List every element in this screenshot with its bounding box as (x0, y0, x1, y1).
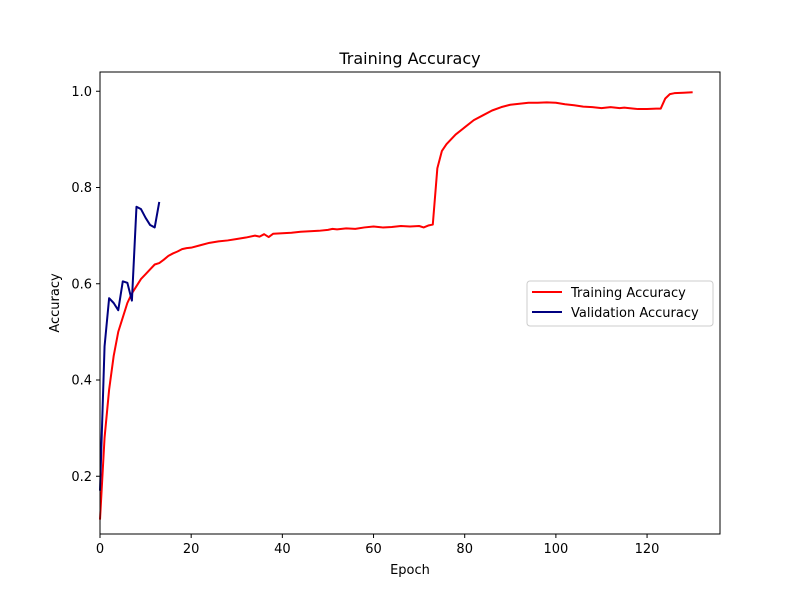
legend-label-training: Training Accuracy (570, 286, 686, 301)
x-tick-label: 120 (635, 542, 660, 557)
legend: Training Accuracy Validation Accuracy (526, 280, 714, 327)
y-tick-label: 0.8 (71, 181, 92, 196)
y-tick-label: 0.6 (71, 277, 92, 292)
y-tick-label: 1.0 (71, 85, 92, 100)
x-tick-label: 40 (274, 542, 291, 557)
series-line-validation-accuracy (99, 201, 161, 491)
x-tick-label: 60 (365, 542, 382, 557)
y-axis-label: Accuracy (48, 273, 63, 333)
x-tick-label: 100 (543, 542, 568, 557)
x-tick-label: 0 (96, 542, 104, 557)
series-line-training-accuracy (99, 91, 693, 520)
axis-ticks: 0 20 40 60 80 100 120 0.2 0.4 0.6 0.8 1.0 (71, 85, 659, 557)
legend-box (526, 280, 714, 327)
y-tick-label: 0.2 (71, 470, 92, 485)
x-tick-label: 20 (183, 542, 200, 557)
x-axis-label: Epoch (390, 563, 430, 578)
legend-label-validation: Validation Accuracy (571, 306, 699, 321)
chart-title: Training Accuracy (338, 49, 480, 68)
x-tick-label: 80 (456, 542, 473, 557)
y-tick-label: 0.4 (71, 374, 92, 389)
axes-frame (99, 71, 721, 535)
plot-area (99, 91, 693, 520)
